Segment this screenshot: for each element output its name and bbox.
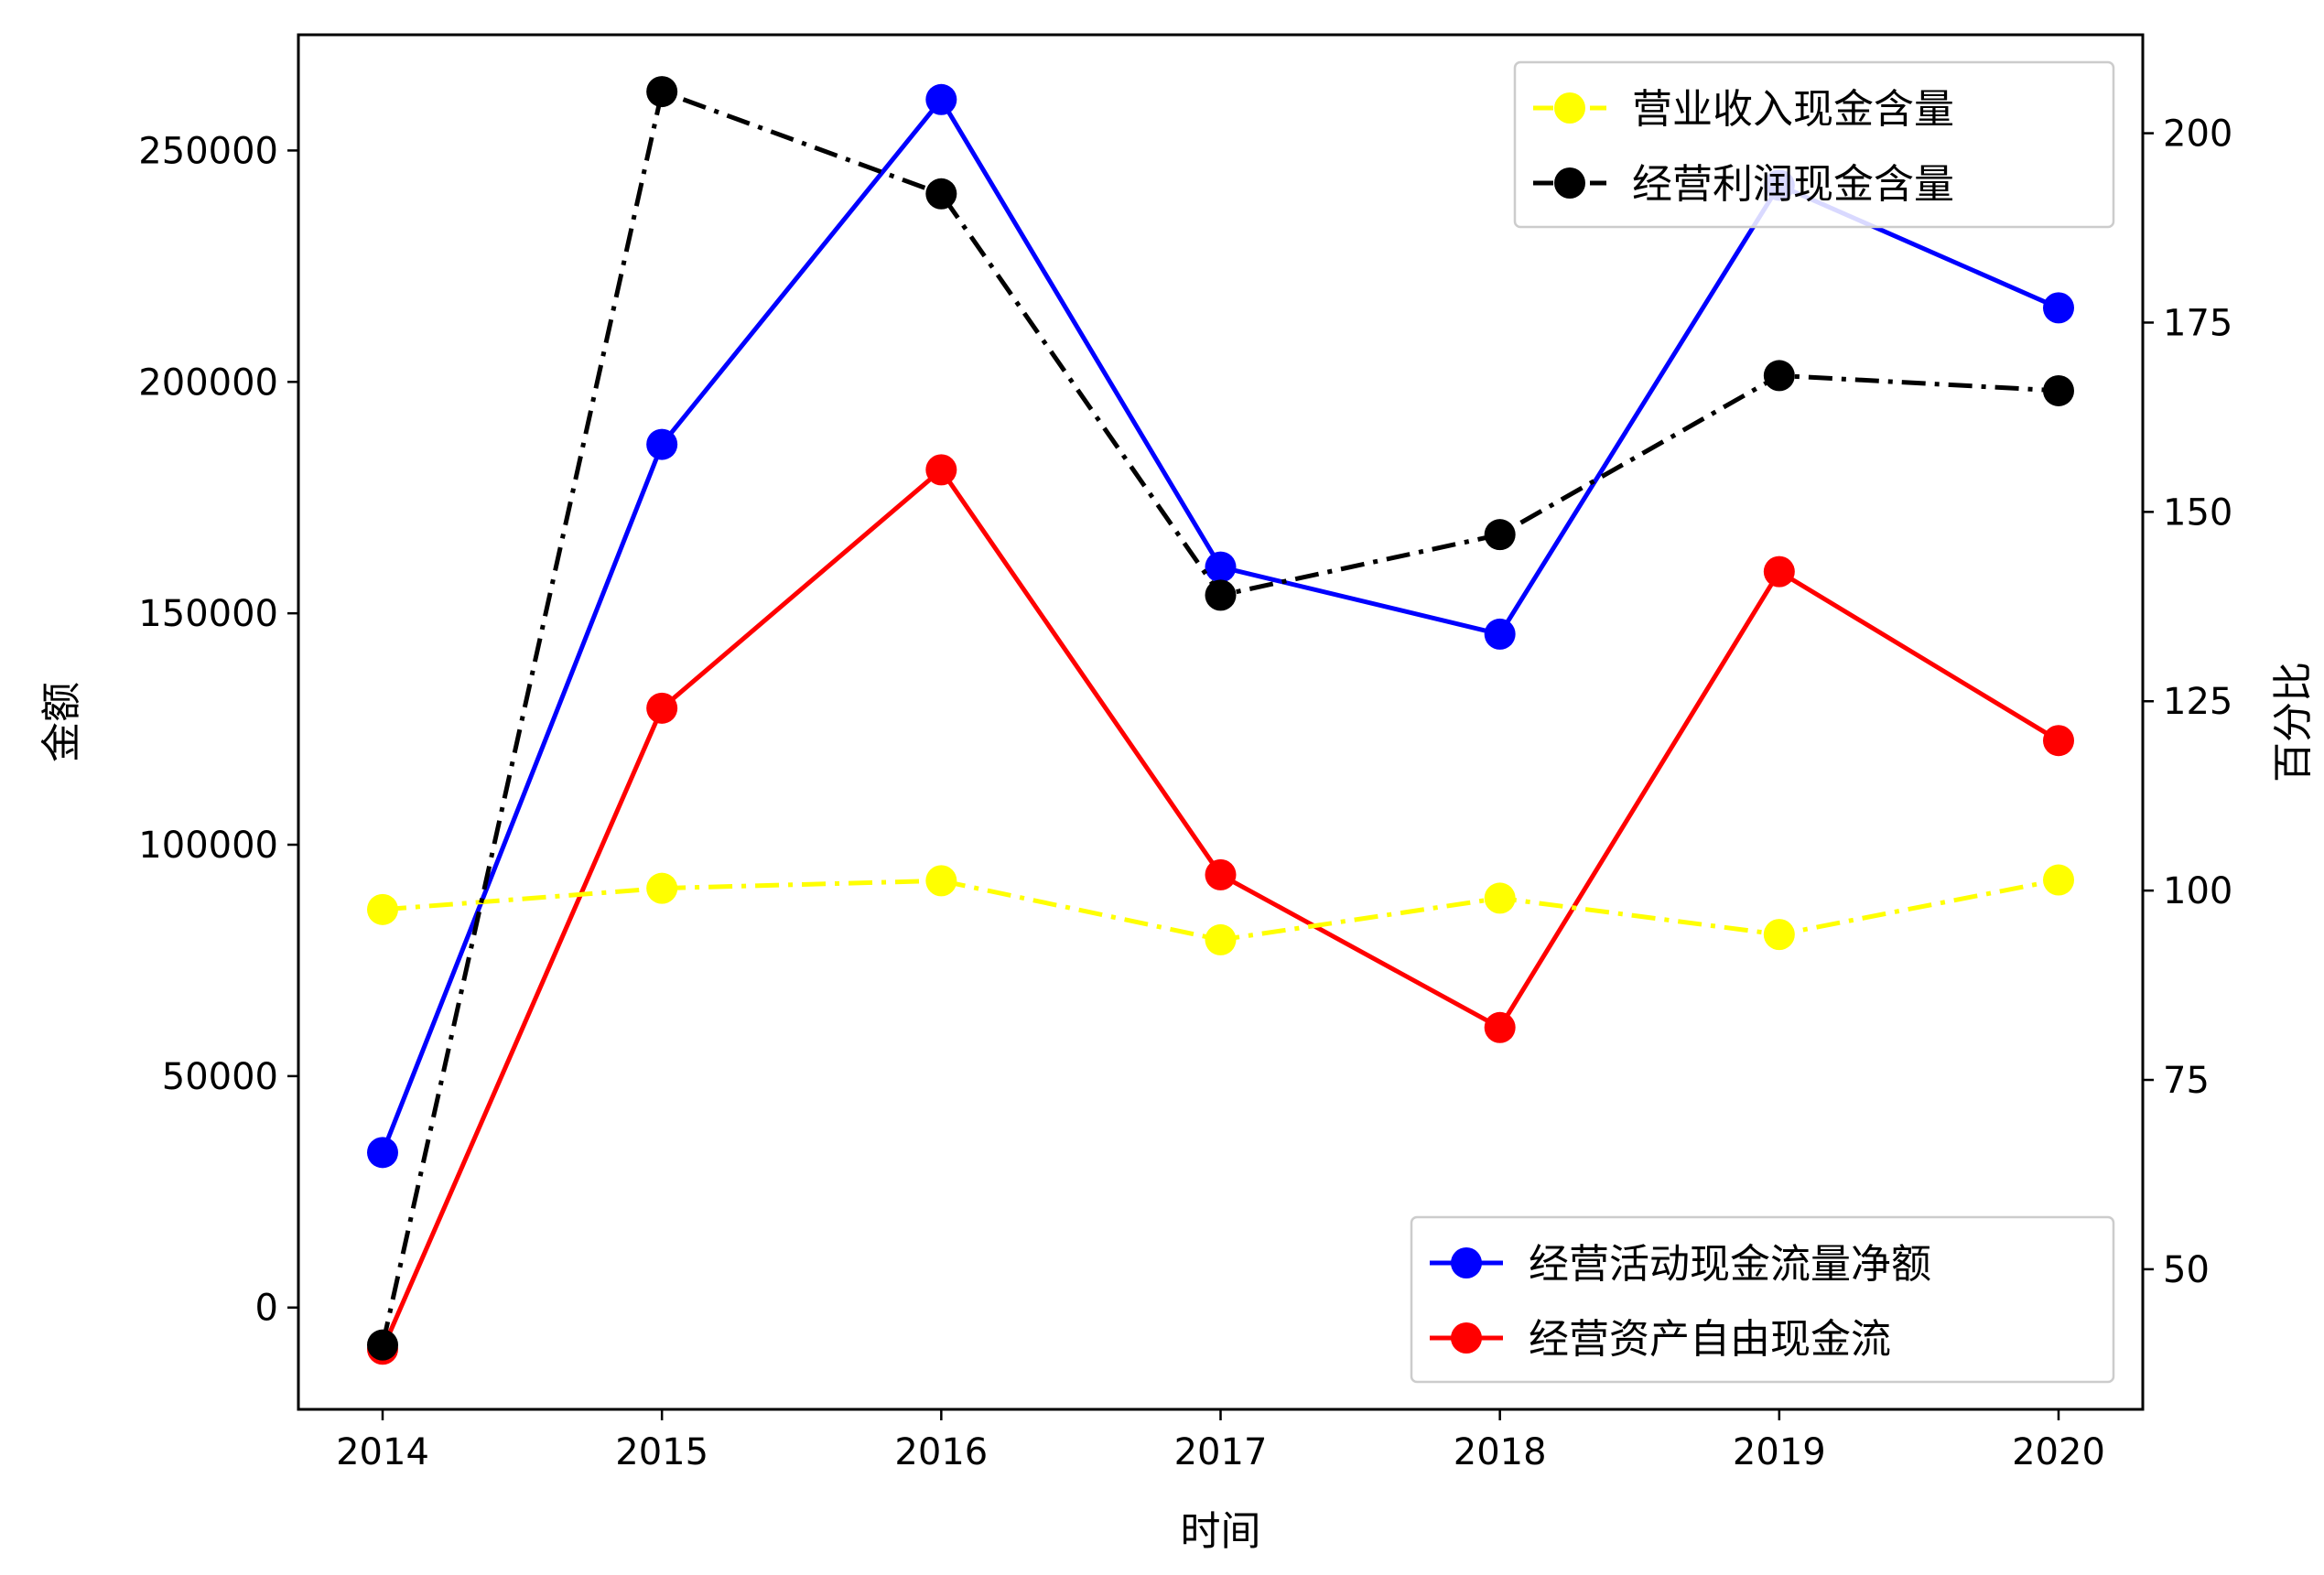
x-tick-label: 2020 [2012, 1431, 2105, 1473]
series-revenue-cash-content-point [925, 865, 957, 897]
y-left-tick-label: 100000 [138, 825, 278, 867]
y-right-tick-label: 50 [2163, 1249, 2210, 1291]
series-revenue-cash-content-point [2043, 864, 2074, 896]
x-axis-label: 时间 [1181, 1508, 1261, 1555]
series-revenue-cash-content-point [367, 893, 398, 925]
series-profit-cash-content-point [925, 178, 957, 210]
plot-frame [297, 33, 2145, 1411]
plot-layer [367, 76, 2074, 1365]
series-revenue-cash-content-point [1205, 923, 1237, 955]
series-profit-cash-content-point [1205, 579, 1237, 611]
series-operating-asset-free-cash-flow-point [1205, 858, 1237, 890]
axes-layer: 2014 2015 2016 2017 2018 2019 2020 0 50000 100000… [38, 33, 2317, 1555]
y-left-tick-label: 50000 [162, 1056, 278, 1098]
legend-upper-right-swatch-marker [1554, 92, 1585, 124]
y-right-tick-label: 200 [2163, 113, 2232, 156]
y-right-axis-label: 百分比 [2270, 662, 2317, 782]
series-revenue-cash-content [367, 864, 2074, 955]
legend-lower-right-swatch-marker [1451, 1247, 1482, 1278]
series-operating-net-cash-flow [367, 83, 2074, 1169]
y-right-tick-label: 150 [2163, 491, 2232, 534]
y-right-tick-label: 175 [2163, 302, 2232, 344]
series-profit-cash-content-point [1763, 360, 1795, 392]
series-profit-cash-content-point [1484, 519, 1516, 551]
x-tick-label: 2014 [336, 1431, 429, 1473]
series-operating-net-cash-flow-point [2043, 292, 2074, 324]
legend-upper-right-swatch-marker [1554, 167, 1585, 199]
series-operating-asset-free-cash-flow-point [925, 454, 957, 486]
series-revenue-cash-content-point [646, 872, 678, 904]
x-tick-label: 2016 [894, 1431, 988, 1473]
series-operating-asset-free-cash-flow-point [1763, 556, 1795, 588]
series-revenue-cash-content-point [1763, 919, 1795, 951]
legend-upper-right-label: 营业收入现金含量 [1632, 86, 1954, 133]
series-operating-net-cash-flow-point [1484, 618, 1516, 650]
series-operating-net-cash-flow-point [646, 428, 678, 460]
legend-lower-right-label: 经营活动现金流量净额 [1529, 1241, 1931, 1288]
series-profit-cash-content-point [2043, 374, 2074, 406]
x-tick-label: 2017 [1174, 1431, 1268, 1473]
series-operating-net-cash-flow-point [367, 1137, 398, 1169]
series-operating-asset-free-cash-flow-point [1484, 1011, 1516, 1043]
x-tick-label: 2019 [1733, 1431, 1826, 1473]
x-tick-label: 2015 [615, 1431, 708, 1473]
series-operating-asset-free-cash-flow-point [646, 692, 678, 724]
legend-lower-right-label: 经营资产自由现金流 [1529, 1316, 1891, 1363]
y-left-tick-label: 200000 [138, 361, 278, 404]
x-tick-label: 2018 [1454, 1431, 1547, 1473]
y-right-tick-label: 100 [2163, 870, 2232, 912]
y-left-tick-label: 150000 [138, 593, 278, 635]
series-operating-net-cash-flow-point [925, 83, 957, 115]
series-profit-cash-content [367, 76, 2074, 1361]
y-left-axis-label: 金额 [38, 682, 85, 762]
legend-upper-right-label: 经营利润现金含量 [1632, 161, 1954, 208]
series-operating-asset-free-cash-flow [367, 454, 2074, 1365]
series-profit-cash-content-point [367, 1329, 398, 1361]
y-right-tick-label: 125 [2163, 681, 2232, 723]
y-right-tick-label: 75 [2163, 1060, 2210, 1102]
series-revenue-cash-content-point [1484, 882, 1516, 914]
series-profit-cash-content-line [380, 89, 2059, 1346]
y-left-tick-label: 0 [255, 1288, 278, 1330]
y-left-tick-label: 250000 [138, 130, 278, 172]
legend-upper-right-frame [1513, 60, 2115, 229]
series-operating-net-cash-flow-point [1205, 551, 1237, 583]
series-operating-asset-free-cash-flow-point [2043, 725, 2074, 757]
legend-lower-right-frame [1410, 1215, 2115, 1384]
legend-lower-right-swatch-marker [1451, 1322, 1482, 1354]
series-profit-cash-content-point [646, 76, 678, 108]
series-operating-net-cash-flow-line [380, 97, 2060, 1154]
